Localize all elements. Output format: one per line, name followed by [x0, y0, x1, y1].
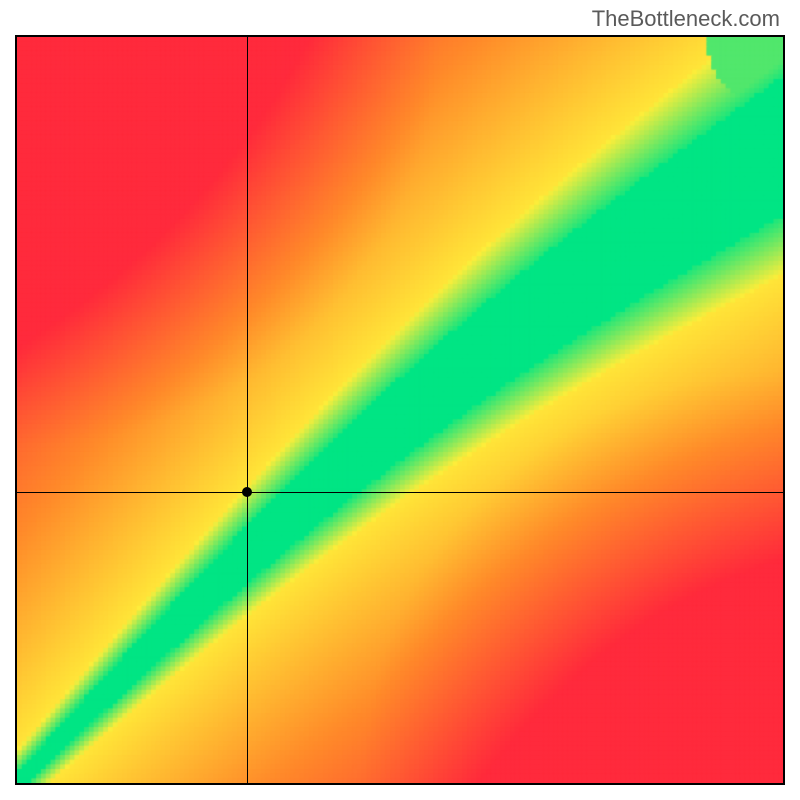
crosshair-horizontal: [17, 492, 783, 493]
plot-area: [15, 35, 785, 785]
chart-container: TheBottleneck.com: [0, 0, 800, 800]
heatmap-canvas: [17, 37, 783, 783]
data-point-marker: [242, 487, 252, 497]
watermark-text: TheBottleneck.com: [592, 6, 780, 32]
crosshair-vertical: [247, 37, 248, 783]
